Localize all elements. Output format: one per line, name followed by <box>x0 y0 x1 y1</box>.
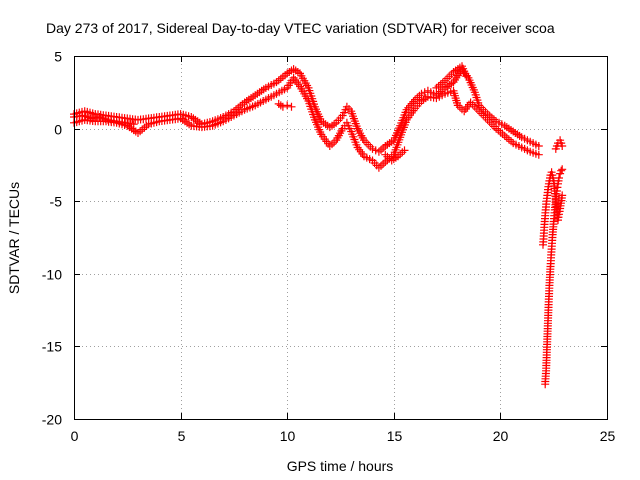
y-tick-label: 5 <box>54 49 62 65</box>
y-tick-label: -15 <box>42 339 62 355</box>
data-point <box>436 80 445 89</box>
data-point <box>502 133 511 142</box>
data-point <box>534 142 543 150</box>
data-point <box>402 105 411 114</box>
y-tick-label: -20 <box>42 412 62 428</box>
data-point <box>136 127 145 136</box>
data-point <box>283 101 292 110</box>
data-point <box>534 150 543 159</box>
x-tick-label: 10 <box>280 428 296 444</box>
series-track-e <box>539 168 567 249</box>
data-points <box>70 62 567 389</box>
x-tick-label: 20 <box>493 428 509 444</box>
data-point <box>409 97 418 106</box>
data-point <box>496 128 505 137</box>
data-point <box>462 72 471 81</box>
series-track-b <box>70 73 543 172</box>
x-tick-label: 25 <box>600 428 616 444</box>
grid <box>74 56 607 419</box>
y-tick-label: -10 <box>42 267 62 283</box>
data-point <box>278 102 287 111</box>
data-point <box>287 102 296 111</box>
chart-title: Day 273 of 2017, Sidereal Day-to-day VTE… <box>46 20 555 36</box>
data-point <box>400 146 409 155</box>
data-point <box>404 103 413 112</box>
axis-ticks: 0 5 10 15 20 25 5 0 -5 -10 -15 -20 <box>42 49 616 445</box>
x-tick-label: 0 <box>71 428 79 444</box>
series-track-c <box>70 62 567 165</box>
plot-frame <box>74 56 608 420</box>
x-axis-label: GPS time / hours <box>287 458 394 474</box>
series-track-a <box>70 65 543 156</box>
data-point <box>129 120 138 129</box>
y-tick-label: 0 <box>54 122 62 138</box>
data-point <box>377 145 385 154</box>
y-tick-label: -5 <box>50 194 63 210</box>
data-point <box>558 191 567 200</box>
y-axis-label: SDTVAR / TECUs <box>6 182 22 294</box>
data-point <box>558 165 567 174</box>
data-point <box>557 166 566 175</box>
x-tick-label: 5 <box>178 428 186 444</box>
data-point <box>558 142 567 150</box>
data-point <box>407 99 416 108</box>
data-point <box>443 74 452 83</box>
x-tick-label: 15 <box>387 428 403 444</box>
